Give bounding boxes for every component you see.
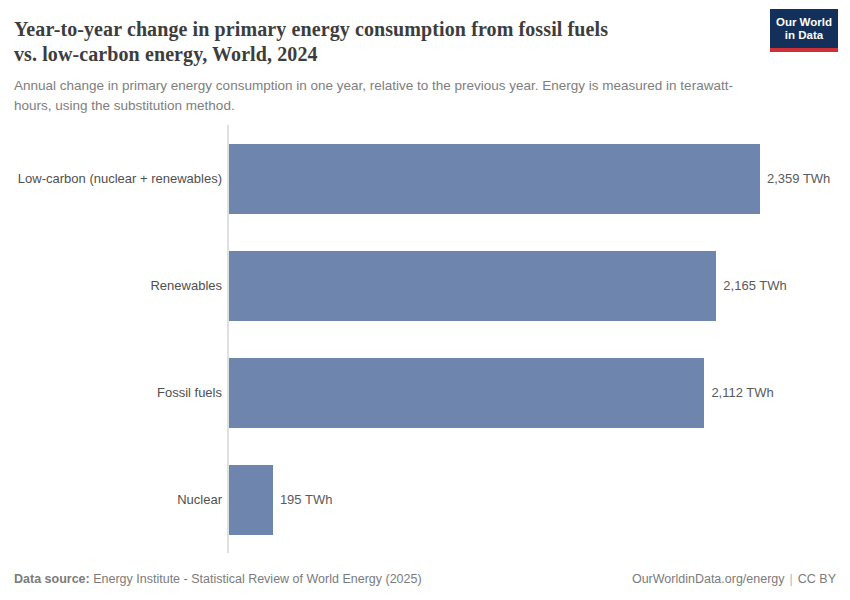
bar-track: 2,359 TWh xyxy=(229,144,850,214)
data-source-label: Data source: xyxy=(14,572,90,586)
data-source: Data source: Energy Institute - Statisti… xyxy=(14,572,422,586)
data-source-text: Energy Institute - Statistical Review of… xyxy=(93,572,421,586)
bar-low-carbon[interactable] xyxy=(229,144,760,214)
bar-fossil-fuels[interactable] xyxy=(229,358,704,428)
attribution: OurWorldinData.org/energy|CC BY xyxy=(632,572,836,586)
bar-track: 195 TWh xyxy=(229,465,850,535)
chart-footer: Data source: Energy Institute - Statisti… xyxy=(14,572,836,586)
owid-logo-line-2: in Data xyxy=(773,29,835,42)
chart-header: Year-to-year change in primary energy co… xyxy=(0,0,850,116)
footer-separator: | xyxy=(785,572,798,586)
footer-url: OurWorldinData.org/energy xyxy=(632,572,785,586)
footer-license: CC BY xyxy=(798,572,836,586)
owid-logo-line-1: Our World xyxy=(773,16,835,29)
value-label-fossil-fuels: 2,112 TWh xyxy=(711,385,773,400)
chart-title-line-1: Year-to-year change in primary energy co… xyxy=(14,17,759,42)
bar-renewables[interactable] xyxy=(229,251,716,321)
category-label-nuclear: Nuclear xyxy=(0,492,222,508)
chart-subtitle: Annual change in primary energy consumpt… xyxy=(14,76,769,116)
bar-row-low-carbon: Low-carbon (nuclear + renewables) 2,359 … xyxy=(0,125,850,232)
value-label-nuclear: 195 TWh xyxy=(280,492,333,507)
owid-chart-page: Year-to-year change in primary energy co… xyxy=(0,0,850,600)
category-label-fossil-fuels: Fossil fuels xyxy=(0,385,222,401)
bar-row-nuclear: Nuclear 195 TWh xyxy=(0,446,850,553)
bar-row-renewables: Renewables 2,165 TWh xyxy=(0,232,850,339)
category-label-low-carbon: Low-carbon (nuclear + renewables) xyxy=(0,171,222,187)
bar-track: 2,165 TWh xyxy=(229,251,850,321)
bar-row-fossil-fuels: Fossil fuels 2,112 TWh xyxy=(0,339,850,446)
value-label-low-carbon: 2,359 TWh xyxy=(767,171,830,186)
owid-logo[interactable]: Our World in Data xyxy=(770,9,838,52)
y-axis-line xyxy=(227,125,229,553)
bar-track: 2,112 TWh xyxy=(229,358,850,428)
bar-nuclear[interactable] xyxy=(229,465,273,535)
chart-title-line-2: vs. low-carbon energy, World, 2024 xyxy=(14,42,759,67)
bar-chart: Low-carbon (nuclear + renewables) 2,359 … xyxy=(0,125,850,553)
value-label-renewables: 2,165 TWh xyxy=(723,278,786,293)
category-label-renewables: Renewables xyxy=(0,278,222,294)
chart-title: Year-to-year change in primary energy co… xyxy=(14,17,759,67)
